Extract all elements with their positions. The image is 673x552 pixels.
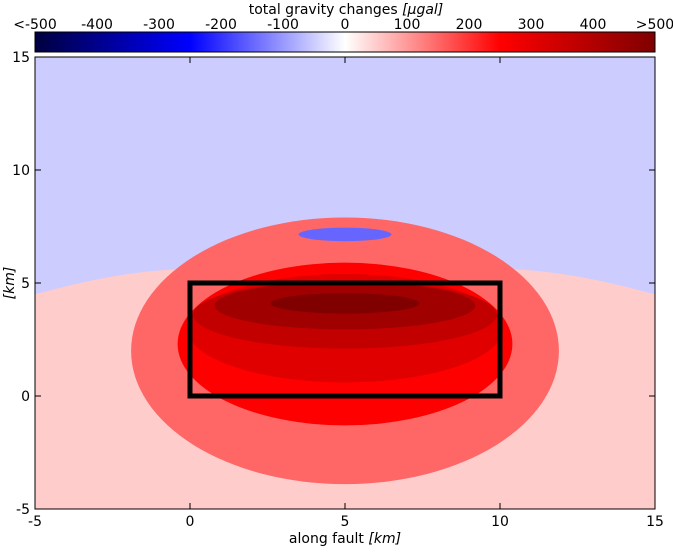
colorbar-tick-label: -100 <box>267 17 299 33</box>
colorbar-tick-label: -400 <box>81 17 113 33</box>
colorbar-tick-label: <-500 <box>13 17 57 33</box>
y-axis-label: [km] <box>2 267 18 300</box>
x-tick-label: 5 <box>341 514 350 530</box>
y-axis-ticks: -5 0 5 10 15 <box>12 50 655 518</box>
y-tick-label: 5 <box>21 276 30 292</box>
x-tick-label: 10 <box>491 514 509 530</box>
colorbar-tick-label: 400 <box>580 17 607 33</box>
y-tick-label: 0 <box>21 389 30 405</box>
x-axis-label: along fault [km] <box>289 531 401 547</box>
x-axis-label-unit: [km] <box>368 531 401 547</box>
contour-layers <box>35 57 655 509</box>
colorbar <box>34 31 656 53</box>
fault-rectangle <box>187 280 503 399</box>
colorbar-title-unit: [μgal] <box>402 2 443 18</box>
colorbar-tick-label: 300 <box>518 17 545 33</box>
x-axis-ticks: -5 0 5 10 15 <box>28 57 664 530</box>
colorbar-title: total gravity changes [μgal] <box>249 2 444 18</box>
colorbar-tick-label: -300 <box>143 17 175 33</box>
contour-level--150 <box>298 227 392 242</box>
colorbar-tick-label: 0 <box>341 17 350 33</box>
y-tick-label: 10 <box>12 163 30 179</box>
x-tick-label: -5 <box>28 514 42 530</box>
colorbar-tick-label: >500 <box>636 17 673 33</box>
colorbar-tick-label: 200 <box>456 17 483 33</box>
y-tick-label: 15 <box>12 50 30 66</box>
colorbar-tick-label: -200 <box>205 17 237 33</box>
colorbar-tick-label: 100 <box>394 17 421 33</box>
y-tick-label: -5 <box>16 502 30 518</box>
x-tick-label: 15 <box>646 514 664 530</box>
colorbar-tick-labels: <-500 -400 -300 -200 -100 0 100 200 300 400 >500 <box>13 17 673 52</box>
colorbar-title-text: total gravity changes <box>249 2 398 18</box>
x-axis-label-text: along fault <box>289 531 365 547</box>
contour-level-450 <box>270 293 420 314</box>
x-tick-label: 0 <box>186 514 195 530</box>
